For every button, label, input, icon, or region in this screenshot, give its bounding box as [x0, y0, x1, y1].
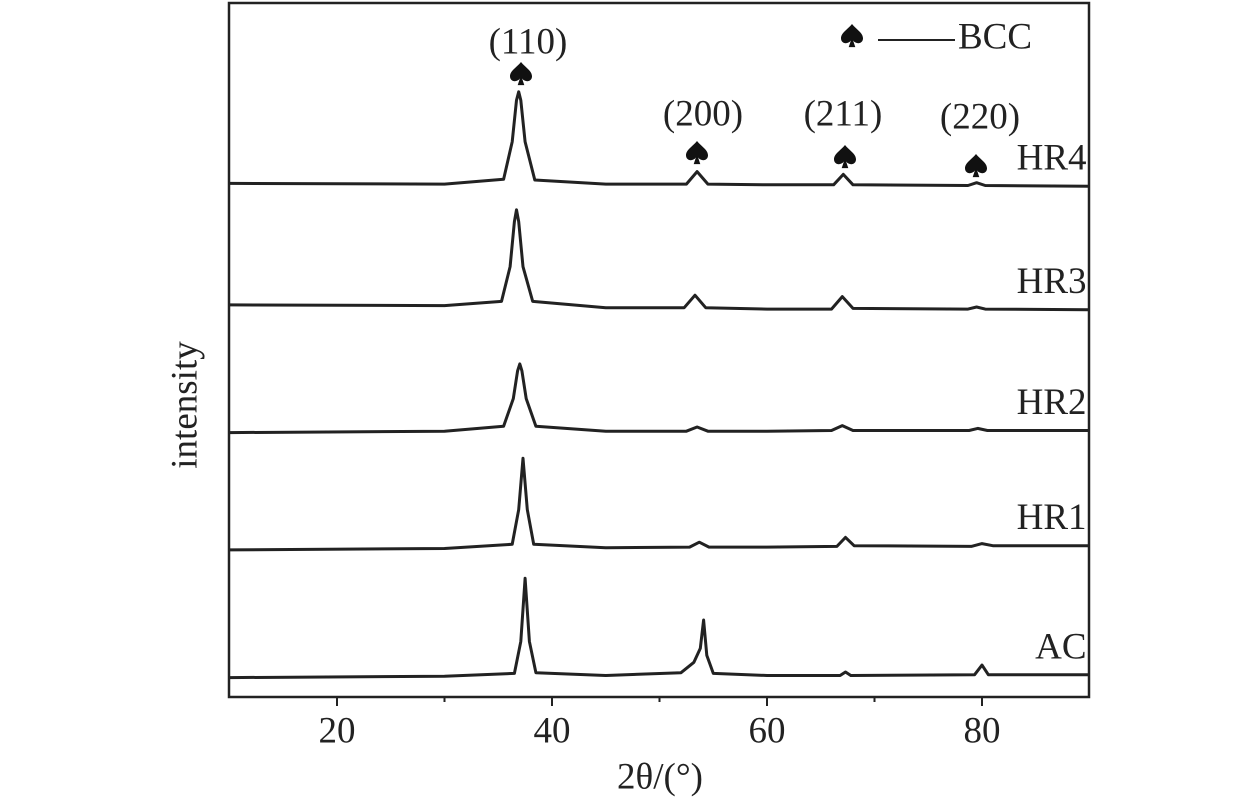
legend-label: BCC	[958, 16, 1032, 57]
xrd-trace	[229, 576, 1090, 680]
xrd-trace	[229, 456, 1090, 552]
series-label: AC	[1035, 626, 1086, 667]
series-label: HR4	[1017, 138, 1087, 179]
x-tick-label: 20	[319, 710, 356, 751]
series-label: HR1	[1017, 497, 1087, 538]
xrd-trace	[229, 90, 1090, 188]
peak-label: (200)	[663, 93, 743, 134]
series-label: HR3	[1017, 261, 1087, 302]
spade-marker	[834, 145, 856, 169]
peak-label: (110)	[489, 21, 568, 62]
xrd-trace	[229, 208, 1090, 312]
x-axis-label: 2θ/(°)	[617, 756, 703, 797]
x-tick-label: 60	[749, 710, 786, 751]
spade-marker	[686, 141, 708, 165]
peak-label: (211)	[804, 93, 883, 134]
peak-label: (220)	[940, 96, 1020, 137]
xrd-trace	[229, 362, 1090, 435]
spade-marker	[965, 154, 987, 178]
y-axis-label: intensity	[164, 341, 205, 469]
x-tick-label: 40	[534, 710, 571, 751]
spade-marker	[841, 24, 863, 48]
spade-marker	[510, 62, 532, 86]
x-tick-label: 80	[964, 710, 1001, 751]
series-label: HR2	[1017, 382, 1087, 423]
